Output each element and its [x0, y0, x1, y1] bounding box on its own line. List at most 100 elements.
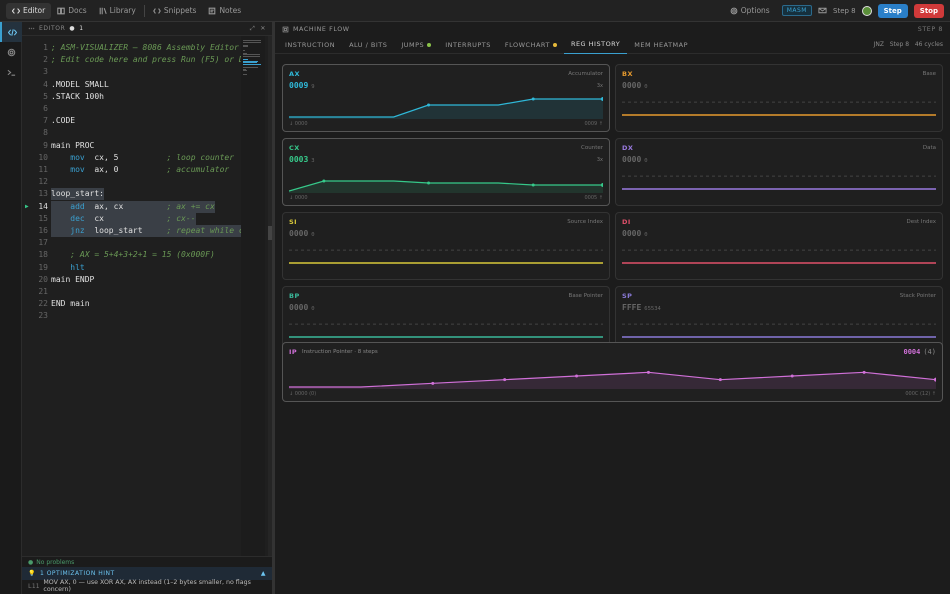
- line-number[interactable]: 6: [43, 104, 48, 113]
- code-line[interactable]: 11 mov ax, 0 ; accumulator: [22, 164, 240, 176]
- problems-status[interactable]: ● No problems: [22, 557, 272, 567]
- register-decimal: 65534: [644, 306, 661, 312]
- history-point: [934, 377, 936, 382]
- code-line[interactable]: 9 main PROC: [22, 140, 240, 152]
- tab-flowchart[interactable]: FLOWCHART: [498, 36, 564, 54]
- line-number[interactable]: 19: [38, 262, 48, 272]
- register-card-cx[interactable]: CX Counter 0003 3 3x ↓ 0000 0005 ↑: [282, 138, 610, 206]
- code-line[interactable]: 13 loop_start:: [22, 188, 240, 201]
- line-number[interactable]: 7: [43, 116, 48, 126]
- tab-mem-heatmap[interactable]: MEM HEATMAP: [627, 36, 695, 54]
- code-line[interactable]: 22 END main: [22, 298, 240, 310]
- editor-footer: ● No problems 💡 1 OPTIMIZATION HINT ▲ L1…: [22, 556, 272, 594]
- activity-code[interactable]: [0, 22, 22, 42]
- line-number[interactable]: 2: [43, 55, 48, 65]
- tab-label: FLOWCHART: [504, 40, 550, 49]
- register-card-di[interactable]: DI Dest Index 0000 0: [615, 212, 943, 280]
- line-number[interactable]: 3: [43, 67, 48, 77]
- editor-scrollbar[interactable]: [268, 36, 272, 556]
- register-card-ip[interactable]: IP Instruction Pointer · 8 steps 0004 (4) ↓ …: [282, 342, 943, 402]
- tab-jumps[interactable]: JUMPS: [394, 36, 438, 54]
- code-line[interactable]: 12: [22, 176, 240, 188]
- line-number[interactable]: 17: [38, 238, 48, 248]
- hint-title: 1 OPTIMIZATION HINT: [39, 570, 115, 577]
- register-decimal: 3: [311, 158, 315, 164]
- code-line[interactable]: 4 .MODEL SMALL: [22, 79, 240, 91]
- line-number[interactable]: 10: [38, 152, 48, 162]
- line-number[interactable]: 16: [38, 226, 48, 235]
- register-card-si[interactable]: SI Source Index 0000 0: [282, 212, 610, 280]
- register-chart: [289, 370, 936, 389]
- register-card-ax[interactable]: AX Accumulator 0009 9 3x ↓ 0000 0009 ↑: [282, 64, 610, 132]
- code-line[interactable]: 10 mov cx, 5 ; loop counter: [22, 152, 240, 164]
- chevron-up-icon[interactable]: ▲: [260, 570, 266, 577]
- minimap[interactable]: [241, 36, 265, 556]
- mode-badge[interactable]: MASM: [781, 5, 812, 16]
- history-area: [289, 99, 603, 119]
- line-number[interactable]: 15: [38, 213, 48, 223]
- code-line[interactable]: 1; ASM-VISUALIZER — 8086 Assembly Editor: [22, 42, 240, 54]
- avatar[interactable]: [861, 5, 872, 16]
- step-button[interactable]: Step: [877, 3, 908, 18]
- code-line[interactable]: 16 jnz loop_start ; repeat while cx: [22, 225, 249, 237]
- snippets-button[interactable]: Snippets: [147, 3, 203, 19]
- line-number[interactable]: 4: [43, 79, 48, 89]
- code-line[interactable]: 6: [22, 103, 240, 115]
- line-number[interactable]: 1: [43, 43, 48, 52]
- line-number[interactable]: 12: [38, 177, 48, 187]
- register-card-bx[interactable]: BX Base 0000 0: [615, 64, 943, 132]
- register-card-dx[interactable]: DX Data 0000 0: [615, 138, 943, 206]
- line-number[interactable]: 5: [43, 91, 48, 101]
- code-line[interactable]: 5 .STACK 100h: [22, 91, 240, 103]
- line-number[interactable]: 8: [43, 128, 48, 138]
- tab-interrupts[interactable]: INTERRUPTS: [438, 36, 498, 54]
- register-desc: Base Pointer: [568, 293, 603, 299]
- tab-alu-bits[interactable]: ALU / BITS: [342, 36, 394, 54]
- code-line[interactable]: 20 main ENDP: [22, 274, 240, 286]
- options-button[interactable]: Options: [724, 3, 776, 19]
- tab-instruction[interactable]: INSTRUCTION: [278, 36, 342, 54]
- tab-label: INTERRUPTS: [445, 40, 491, 49]
- close-icon[interactable]: ✕: [260, 24, 266, 32]
- line-number[interactable]: 9: [43, 140, 48, 150]
- activity-bar: [0, 22, 22, 594]
- tab-reg-history[interactable]: REG HISTORY: [563, 36, 628, 54]
- activity-settings[interactable]: [0, 42, 22, 62]
- code-line[interactable]: 15 dec cx ; cx--: [22, 212, 240, 225]
- splitter[interactable]: [272, 22, 275, 594]
- code-line[interactable]: 18 ; AX = 5+4+3+2+1 = 15 (0x000F): [22, 249, 240, 261]
- code-token: ; ax += cx: [166, 201, 215, 211]
- code-line[interactable]: 21: [22, 286, 240, 298]
- minimap-line: [243, 49, 246, 51]
- notes-button[interactable]: Notes: [202, 3, 247, 19]
- activity-terminal[interactable]: [0, 62, 22, 82]
- line-number[interactable]: 11: [38, 165, 48, 174]
- line-number[interactable]: 23: [38, 311, 48, 321]
- line-number[interactable]: 20: [38, 274, 48, 284]
- code-line[interactable]: 19 hlt: [22, 262, 240, 274]
- hint-item[interactable]: L11 MOV AX, 0 — use XOR AX, AX instead (…: [22, 579, 272, 593]
- panel-header: MACHINE FLOW STEP 8: [275, 22, 950, 36]
- line-number[interactable]: 14: [38, 201, 48, 211]
- line-number[interactable]: 13: [38, 189, 48, 199]
- line-number[interactable]: 21: [38, 287, 48, 296]
- expand-icon[interactable]: ⤢: [249, 24, 256, 32]
- tab-library[interactable]: Library: [93, 3, 142, 19]
- code-line[interactable]: 2; Edit code here and press Run (F5) or …: [22, 54, 248, 66]
- line-text: .MODEL SMALL: [51, 79, 109, 91]
- code-line[interactable]: 17: [22, 237, 240, 249]
- mail-icon[interactable]: [818, 6, 827, 15]
- code-line[interactable]: 7 .CODE: [22, 115, 240, 127]
- hint-header[interactable]: 💡 1 OPTIMIZATION HINT ▲: [22, 567, 272, 580]
- line-number[interactable]: 18: [38, 250, 48, 260]
- code-line[interactable]: 14 ▶ add ax, cx ; ax += cx: [22, 200, 240, 213]
- code-line[interactable]: 3: [22, 66, 240, 78]
- line-number[interactable]: 22: [38, 299, 48, 309]
- tab-editor[interactable]: Editor: [6, 2, 52, 19]
- tab-docs[interactable]: Docs: [51, 3, 92, 19]
- info-step: Step 8: [889, 41, 910, 48]
- code-line[interactable]: 8: [22, 127, 240, 139]
- code-line[interactable]: 23: [22, 310, 240, 322]
- stop-button[interactable]: Stop: [913, 3, 944, 18]
- code-area[interactable]: 1; ASM-VISUALIZER — 8086 Assembly Editor…: [22, 36, 272, 556]
